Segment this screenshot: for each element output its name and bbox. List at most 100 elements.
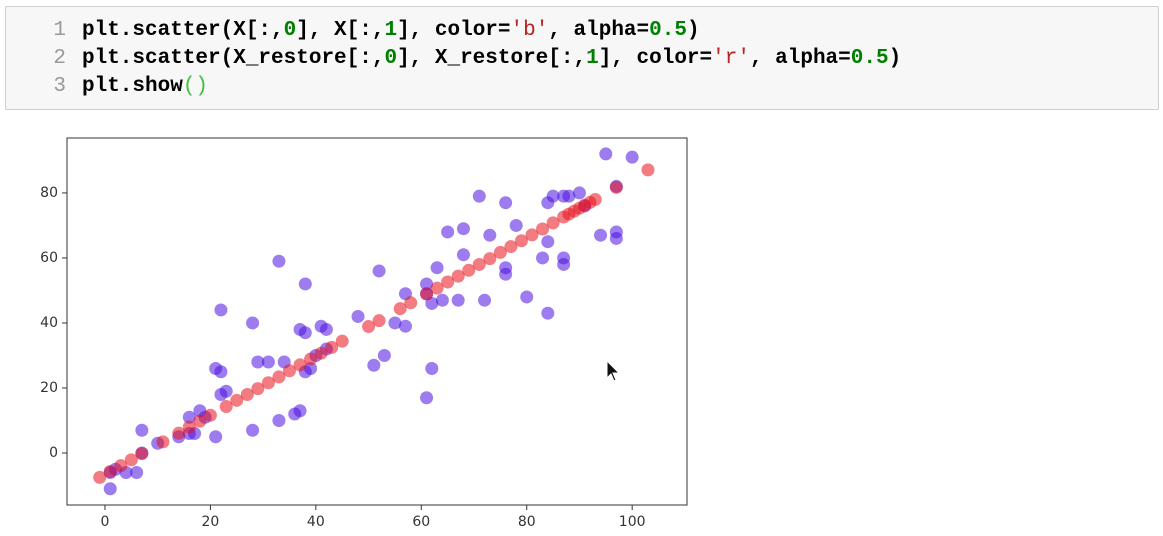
scatter-point bbox=[493, 245, 507, 259]
scatter-point bbox=[472, 189, 486, 203]
line-number: 3 bbox=[53, 75, 66, 98]
scatter-point bbox=[246, 423, 260, 437]
code-cell[interactable]: 1 plt.scatter(X[:,0], X[:,1], color='b', … bbox=[5, 6, 1159, 110]
scatter-point bbox=[404, 296, 418, 310]
scatter-point bbox=[462, 263, 476, 277]
code-text: plt.show() bbox=[82, 73, 208, 100]
mouse-cursor bbox=[606, 359, 621, 382]
scatter-point bbox=[246, 316, 260, 330]
scatter-point bbox=[240, 387, 254, 401]
scatter-point bbox=[288, 407, 302, 421]
scatter-point bbox=[430, 261, 444, 275]
scatter-point bbox=[430, 281, 444, 295]
code-token: 0.5 bbox=[850, 47, 889, 70]
scatter-point bbox=[182, 410, 196, 424]
code-token: 1 bbox=[384, 19, 398, 42]
scatter-point bbox=[314, 346, 328, 360]
scatter-point bbox=[609, 231, 623, 245]
y-tick-label: 0 bbox=[49, 445, 58, 461]
scatter-point bbox=[251, 355, 265, 369]
scatter-point bbox=[325, 340, 339, 354]
scatter-point bbox=[420, 391, 434, 405]
scatter-point bbox=[478, 293, 492, 307]
code-plain: plt.scatter(X_restore[:, bbox=[82, 47, 385, 70]
x-tick-label: 80 bbox=[518, 514, 536, 530]
scatter-point bbox=[625, 150, 639, 164]
scatter-point bbox=[219, 400, 233, 414]
code-plain: plt.show bbox=[82, 75, 183, 98]
scatter-point bbox=[536, 251, 550, 265]
scatter-point bbox=[393, 302, 407, 316]
code-plain: ) bbox=[888, 47, 902, 70]
y-tick-label: 40 bbox=[40, 315, 58, 331]
scatter-point bbox=[182, 420, 196, 434]
scatter-point bbox=[219, 384, 233, 398]
scatter-point bbox=[536, 222, 550, 236]
scatter-point bbox=[124, 453, 138, 467]
scatter-point bbox=[372, 264, 386, 278]
y-tick-label: 80 bbox=[40, 185, 58, 201]
scatter-point bbox=[641, 163, 655, 177]
code-token: 1 bbox=[586, 47, 599, 70]
code-token: 'b' bbox=[510, 19, 549, 42]
scatter-point bbox=[451, 293, 465, 307]
scatter-point bbox=[114, 459, 128, 473]
scatter-point bbox=[441, 225, 455, 239]
scatter-point bbox=[520, 290, 534, 304]
scatter-point bbox=[599, 147, 613, 161]
scatter-point bbox=[103, 482, 117, 496]
code-token: () bbox=[182, 75, 209, 98]
scatter-point bbox=[293, 322, 307, 336]
line-number: 2 bbox=[53, 47, 66, 70]
code-token: 'r' bbox=[712, 47, 750, 70]
scatter-point bbox=[335, 334, 349, 348]
y-tick-label: 60 bbox=[40, 250, 58, 266]
scatter-point bbox=[509, 218, 523, 232]
scatter-point bbox=[203, 408, 217, 422]
scatter-point bbox=[514, 234, 528, 248]
scatter-point bbox=[398, 319, 412, 333]
scatter-point bbox=[525, 228, 539, 242]
scatter-point bbox=[499, 267, 513, 281]
scatter-point bbox=[314, 319, 328, 333]
x-tick-label: 0 bbox=[100, 514, 109, 530]
scatter-point bbox=[609, 180, 623, 194]
scatter-point bbox=[304, 352, 318, 366]
scatter-point bbox=[456, 222, 470, 236]
scatter-point bbox=[103, 465, 117, 479]
scatter-point bbox=[451, 269, 465, 283]
scatter-point bbox=[472, 257, 486, 271]
code-text: plt.scatter(X[:,0], X[:,1], color='b', a… bbox=[82, 17, 700, 44]
code-token: 0.5 bbox=[649, 19, 687, 42]
line-number: 1 bbox=[53, 19, 66, 42]
scatter-point bbox=[93, 470, 107, 484]
scatter-point bbox=[293, 358, 307, 372]
scatter-point bbox=[504, 240, 518, 254]
scatter-point bbox=[541, 235, 555, 249]
scatter-point bbox=[588, 192, 602, 206]
code-plain: , alpha= bbox=[548, 19, 650, 42]
x-tick-label: 60 bbox=[412, 514, 430, 530]
scatter-point bbox=[261, 376, 275, 390]
scatter-point bbox=[282, 364, 296, 378]
x-tick-label: 40 bbox=[307, 514, 325, 530]
scatter-point bbox=[456, 248, 470, 262]
scatter-point bbox=[351, 309, 365, 323]
code-token: 0 bbox=[283, 19, 297, 42]
scatter-point bbox=[388, 316, 402, 330]
code-plain: ], color= bbox=[598, 47, 713, 70]
code-token: 0 bbox=[384, 47, 398, 70]
y-tick-label: 20 bbox=[40, 380, 58, 396]
scatter-point bbox=[130, 465, 144, 479]
scatter-point bbox=[425, 361, 439, 375]
scatter-point bbox=[572, 186, 586, 200]
scatter-point bbox=[156, 435, 170, 449]
scatter-point bbox=[272, 370, 286, 384]
scatter-point bbox=[441, 275, 455, 289]
scatter-point bbox=[420, 277, 434, 291]
scatter-point bbox=[251, 382, 265, 396]
code-plain: ], X[:, bbox=[296, 19, 385, 42]
scatter-point bbox=[272, 254, 286, 268]
